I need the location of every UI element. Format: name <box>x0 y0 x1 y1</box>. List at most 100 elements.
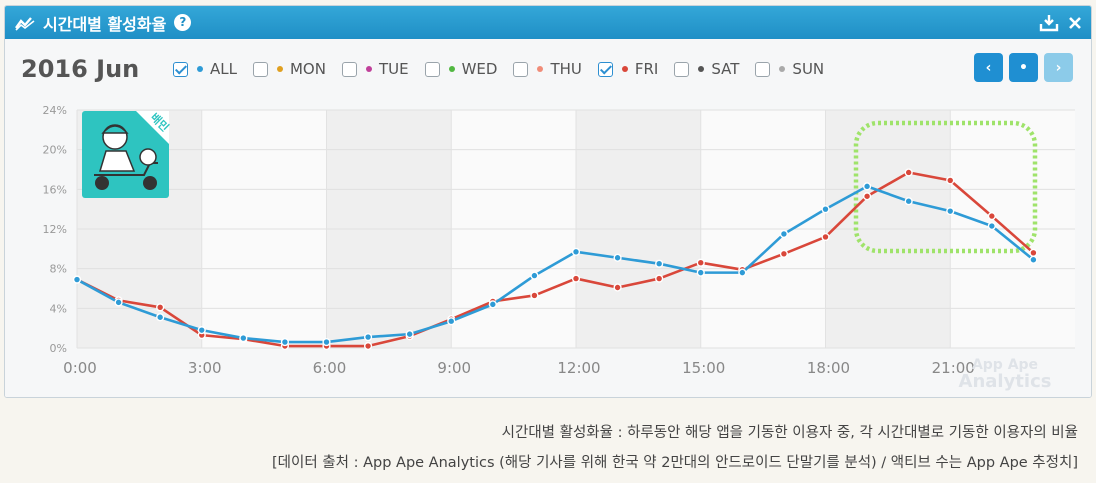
series-color-dot <box>448 66 455 72</box>
data-point-all <box>363 332 373 342</box>
rider-body <box>98 150 136 172</box>
data-point-all <box>821 205 830 214</box>
data-point-all <box>156 313 165 322</box>
scooter-wheel <box>143 176 157 190</box>
data-point-all <box>696 268 705 277</box>
help-icon[interactable]: ? <box>174 14 192 31</box>
y-tick-label: 4% <box>50 302 67 315</box>
checkbox-wed[interactable] <box>424 61 440 77</box>
data-point-fri <box>821 232 830 242</box>
checkbox-all[interactable] <box>173 61 188 77</box>
data-point-all <box>862 182 872 191</box>
data-point-fri <box>655 274 664 283</box>
x-tick-label: 15:00 <box>682 359 725 377</box>
data-point-all <box>613 253 622 262</box>
filter-tue[interactable]: TUE <box>341 60 409 78</box>
download-icon[interactable] <box>1039 14 1059 32</box>
next-button[interactable]: › <box>1044 53 1073 82</box>
data-point-all <box>987 221 996 231</box>
filter-label: THU <box>550 60 582 78</box>
scooter-box <box>139 148 157 166</box>
rider-helmet <box>101 125 129 134</box>
data-point-fri <box>904 168 913 177</box>
filter-label: TUE <box>378 60 409 78</box>
data-point-all <box>447 317 456 326</box>
chart-panel: 시간대별 활성화율 ? 0% 4% 8% 12% 16% 20% 24% 0:00 3:00 6:… <box>4 5 1092 398</box>
data-point-fri <box>613 283 622 292</box>
data-point-all <box>405 330 414 339</box>
data-point-all <box>738 268 747 277</box>
data-point-all <box>571 247 581 256</box>
filter-thu[interactable]: THU <box>513 60 582 78</box>
series-line-fri <box>76 171 1035 348</box>
data-point-fri <box>1029 248 1038 257</box>
checkbox-tue[interactable] <box>341 61 357 77</box>
filter-fri[interactable]: FRI <box>597 60 659 78</box>
filter-label: ALL <box>210 60 237 78</box>
y-tick-label: 16% <box>43 183 67 196</box>
filter-mon[interactable]: MON <box>252 60 326 78</box>
x-tick-label: 3:00 <box>188 359 222 377</box>
caption-line-1: 시간대별 활성화율 : 하루동안 해당 앱을 기동한 이용자 중, 각 시간대별… <box>501 425 1078 441</box>
data-point-fri <box>363 341 373 351</box>
x-tick-label: 9:00 <box>437 359 471 377</box>
y-tick-label: 24% <box>43 104 67 117</box>
highlight-box <box>853 120 1038 254</box>
current-button[interactable]: • <box>1009 53 1038 82</box>
caption-line-2: [데이터 출처 : App Ape Analytics (해당 기사를 위해 한… <box>272 455 1078 471</box>
data-point-fri <box>862 192 872 201</box>
x-tick-label: 21:00 <box>932 359 975 377</box>
filter-all[interactable]: ALL <box>173 60 237 78</box>
data-point-fri <box>987 212 996 221</box>
series-line-all <box>76 185 1035 344</box>
close-icon[interactable] <box>1069 16 1081 29</box>
data-point-all <box>530 271 539 280</box>
watermark-line-1: App Ape <box>972 357 1038 373</box>
checkbox-sat[interactable] <box>674 61 690 77</box>
y-tick-label: 12% <box>43 223 67 236</box>
data-point-all <box>904 197 913 206</box>
series-color-dot <box>621 66 628 72</box>
checkbox-mon[interactable] <box>252 61 268 77</box>
data-point-fri <box>571 274 581 283</box>
filter-sat[interactable]: SAT <box>674 60 739 78</box>
data-point-all <box>779 229 789 239</box>
filter-label: SUN <box>792 60 825 78</box>
series-color-dot <box>197 66 203 72</box>
filter-sun[interactable]: SUN <box>755 60 824 78</box>
y-tick-label: 0% <box>50 342 67 355</box>
prev-button[interactable]: ‹ <box>974 53 1003 82</box>
data-point-all <box>72 275 82 284</box>
checkbox-thu[interactable] <box>513 61 529 77</box>
checkbox-sun[interactable] <box>755 61 771 77</box>
data-point-fri <box>156 303 165 312</box>
watermark-line-2: Analytics <box>959 371 1052 392</box>
data-point-all <box>239 333 248 343</box>
data-point-all <box>655 259 664 268</box>
series-color-dot <box>779 66 786 72</box>
period-nav: ‹ • › <box>974 53 1073 82</box>
series-color-dot <box>365 66 372 72</box>
month-label: 2016 Jun <box>21 55 140 83</box>
x-tick-label: 6:00 <box>313 359 347 377</box>
data-point-all <box>946 207 955 216</box>
data-point-all <box>322 337 331 347</box>
app-icon-ribbon <box>136 111 169 144</box>
panel-body: 0% 4% 8% 12% 16% 20% 24% 0:00 3:00 6:00 9:00 12:00 1… <box>5 39 1091 397</box>
y-tick-label: 8% <box>50 263 67 276</box>
panel-header: 시간대별 활성화율 ? <box>5 6 1091 39</box>
x-tick-label: 18:00 <box>807 359 850 377</box>
day-filters: ALL MON TUE WED THU FRI SAT SUN <box>173 60 840 78</box>
series-color-dot <box>698 66 705 72</box>
data-point-fri <box>696 258 705 267</box>
y-tick-label: 20% <box>43 144 67 157</box>
filter-label: FRI <box>634 60 659 78</box>
checkbox-fri[interactable] <box>597 61 613 77</box>
line-chart: 0% 4% 8% 12% 16% 20% 24% 0:00 3:00 6:00 9:00 12:00 1… <box>43 104 1075 392</box>
panel-title: 시간대별 활성화율 <box>43 14 167 34</box>
data-point-all <box>488 300 497 309</box>
data-point-all <box>114 298 123 307</box>
filter-wed[interactable]: WED <box>424 60 497 78</box>
filter-label: MON <box>289 60 326 78</box>
data-point-all <box>197 326 206 335</box>
